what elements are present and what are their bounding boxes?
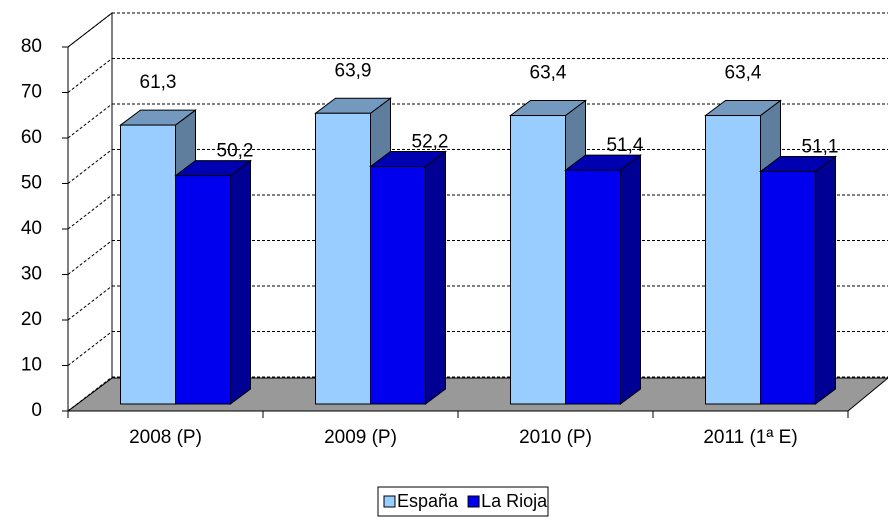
x-tick-label: 2008 (P) [129, 427, 202, 448]
bar-front [510, 115, 566, 405]
bar [759, 155, 837, 405]
legend-swatch [383, 495, 396, 508]
grid-line [67, 285, 113, 321]
y-tick-label: 30 [21, 264, 42, 285]
bar [564, 154, 642, 405]
grid-line [67, 149, 113, 184]
y-tick-label: 20 [21, 309, 42, 330]
bar [369, 150, 447, 405]
bar-side [815, 155, 836, 405]
bar-side [425, 150, 446, 405]
x-tick-label: 2009 (P) [324, 427, 397, 448]
y-tick-label: 80 [21, 36, 42, 57]
bar-front [315, 112, 371, 405]
bar-front [175, 175, 231, 405]
bar-side [620, 154, 641, 405]
data-label: 63,4 [530, 63, 567, 84]
bar-front [120, 124, 176, 405]
bar-front [705, 115, 761, 405]
legend-box [377, 486, 549, 517]
legend-swatch [467, 495, 480, 508]
bar-side [230, 159, 251, 405]
legend-label: España [397, 491, 459, 511]
data-label: 63,9 [335, 60, 372, 81]
y-tick-label: 70 [21, 82, 42, 103]
grid-line [67, 240, 113, 275]
data-label: 61,3 [140, 72, 177, 93]
bar [174, 159, 252, 405]
grid-line [67, 12, 113, 48]
data-label: 51,4 [607, 135, 644, 156]
data-label: 51,1 [802, 137, 839, 158]
grid-line [67, 194, 113, 230]
legend-label: La Rioja [481, 491, 548, 511]
y-tick-label: 50 [21, 173, 42, 194]
y-tick-label: 10 [21, 355, 42, 376]
y-tick-label: 40 [21, 218, 42, 239]
bar-front [565, 169, 621, 405]
bar-front [760, 170, 816, 405]
grid-line [67, 103, 113, 139]
y-tick-label: 0 [31, 400, 42, 421]
y-tick-label: 60 [21, 127, 42, 148]
grid-line [67, 58, 113, 93]
grid-line [67, 331, 113, 366]
data-label: 52,2 [412, 132, 449, 153]
grid-line [67, 376, 113, 412]
data-label: 63,4 [725, 63, 762, 84]
bar-front [370, 165, 426, 405]
legend: España La Rioja [377, 486, 549, 517]
x-tick-label: 2010 (P) [519, 427, 592, 448]
x-tick-label: 2011 (1ª E) [703, 427, 797, 448]
data-label: 50,2 [217, 141, 254, 162]
